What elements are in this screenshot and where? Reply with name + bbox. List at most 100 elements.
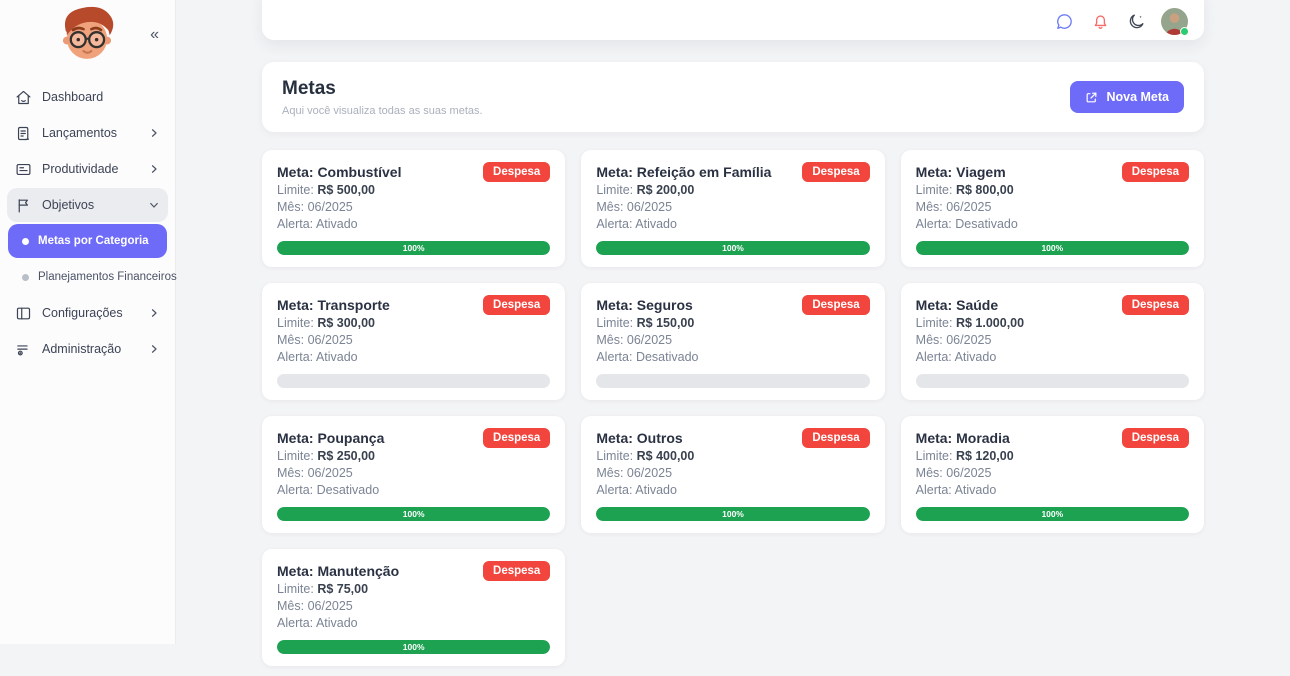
goal-card: Meta: Seguros Despesa Limite: R$ 150,00 Mês…	[581, 283, 885, 400]
goal-card: Meta: Refeição em Família Despesa Limite: …	[581, 150, 885, 267]
progress-bar	[596, 374, 870, 388]
progress-bar: 100%	[915, 241, 1189, 255]
goal-month: Mês: 06/2025	[596, 466, 673, 480]
goal-alert: Alerta: Ativado	[915, 483, 997, 497]
sidebar-item-objetivos[interactable]: Objetivos	[7, 188, 168, 222]
goal-limit: Limite: R$ 400,00	[596, 449, 695, 463]
sidebar-item-metas-por-categoria[interactable]: Metas por Categoria	[8, 224, 167, 258]
moon-icon[interactable]	[1127, 12, 1146, 31]
goal-month: Mês: 06/2025	[277, 466, 353, 480]
goal-limit: Limite: R$ 1.000,00	[915, 316, 1025, 330]
progress-fill: 100%	[596, 241, 870, 255]
progress-bar: 100%	[596, 241, 870, 255]
chevron-right-icon	[148, 307, 160, 319]
goal-limit: Limite: R$ 120,00	[915, 449, 1014, 463]
home-icon	[15, 89, 32, 106]
sidebar-item-administracao[interactable]: Administração	[7, 332, 168, 366]
admin-icon	[15, 341, 32, 358]
topbar	[262, 0, 1204, 40]
bullet-dot-icon	[22, 273, 29, 281]
goals-grid: Meta: Combustível Despesa Limite: R$ 500,0…	[262, 150, 1204, 676]
goal-alert: Alerta: Ativado	[915, 350, 997, 364]
goal-card: Meta: Saúde Despesa Limite: R$ 1.000,00 Mês…	[900, 283, 1204, 400]
chevron-right-icon	[148, 343, 160, 355]
document-icon	[15, 125, 32, 142]
goal-alert: Alerta: Ativado	[596, 483, 677, 497]
bell-icon[interactable]	[1091, 12, 1110, 31]
goal-title: Meta: Seguros	[596, 297, 693, 313]
goal-title: Meta: Moradia	[915, 430, 1010, 446]
page-header: Metas Aqui você visualiza todas as suas …	[262, 62, 1204, 132]
page-title: Metas	[282, 77, 336, 99]
goal-card: Meta: Viagem Despesa Limite: R$ 800,00 Mês:…	[900, 150, 1204, 267]
goal-title: Meta: Refeição em Família	[596, 164, 772, 180]
new-goal-button[interactable]: Nova Meta	[1070, 81, 1184, 113]
sidebar-item-label: Dashboard	[42, 90, 104, 104]
goal-card: Meta: Transporte Despesa Limite: R$ 300,00…	[262, 283, 566, 400]
goal-month: Mês: 06/2025	[277, 599, 353, 613]
progress-fill: 100%	[277, 640, 551, 654]
chevron-right-icon	[148, 163, 160, 175]
flag-icon	[15, 197, 32, 214]
progress-bar	[915, 374, 1189, 388]
goal-month: Mês: 06/2025	[277, 333, 353, 347]
bullet-dot-icon	[22, 237, 29, 245]
card-icon	[15, 161, 32, 178]
goal-title: Meta: Viagem	[915, 164, 1006, 180]
goal-card: Meta: Manutenção Despesa Limite: R$ 75,00 M…	[262, 549, 566, 666]
sidebar-item-label: Lançamentos	[42, 126, 118, 140]
sidebar-item-dashboard[interactable]: Dashboard	[7, 80, 168, 114]
expense-badge: Despesa	[1121, 162, 1189, 182]
goal-limit: Limite: R$ 200,00	[596, 183, 695, 197]
progress-bar: 100%	[596, 507, 870, 521]
sidebar-item-label: Planejamentos Financeiros	[38, 271, 177, 283]
profile-avatar[interactable]	[1161, 7, 1189, 36]
expense-badge: Despesa	[802, 428, 870, 448]
chevron-right-icon	[148, 127, 160, 139]
page-subtitle: Aqui você visualiza todas as suas metas.	[282, 104, 483, 117]
user-avatar-illustration	[52, 2, 122, 72]
goal-title: Meta: Combustível	[277, 164, 402, 180]
goal-limit: Limite: R$ 300,00	[277, 316, 375, 330]
goal-card: Meta: Outros Despesa Limite: R$ 400,00 Mês:…	[581, 416, 885, 533]
sidebar-item-produtividade[interactable]: Produtividade	[7, 152, 168, 186]
sidebar-collapse-button[interactable]: «	[146, 24, 163, 46]
goal-card: Meta: Combustível Despesa Limite: R$ 500,0…	[262, 150, 566, 267]
goal-month: Mês: 06/2025	[277, 200, 353, 214]
progress-bar: 100%	[277, 640, 551, 654]
goal-month: Mês: 06/2025	[915, 200, 992, 214]
progress-fill: 100%	[277, 507, 551, 521]
goal-alert: Alerta: Ativado	[277, 616, 358, 630]
goal-limit: Limite: R$ 500,00	[277, 183, 375, 197]
sidebar-item-configuracoes[interactable]: Configurações	[7, 296, 168, 330]
online-status-dot	[1180, 26, 1189, 36]
progress-fill: 100%	[915, 241, 1189, 255]
expense-badge: Despesa	[802, 162, 870, 182]
external-square-icon	[1087, 92, 1097, 102]
main-area: Metas Aqui você visualiza todas as suas …	[176, 0, 1290, 666]
expense-badge: Despesa	[483, 162, 551, 182]
goal-title: Meta: Manutenção	[277, 563, 400, 579]
progress-bar: 100%	[277, 507, 551, 521]
sidebar-item-label: Administração	[42, 342, 122, 356]
goal-alert: Alerta: Ativado	[277, 217, 358, 231]
goal-card: Meta: Poupança Despesa Limite: R$ 250,00 Mê…	[262, 416, 566, 533]
chat-icon[interactable]	[1055, 12, 1074, 31]
sidebar-item-label: Produtividade	[42, 162, 119, 176]
sidebar-item-lancamentos[interactable]: Lançamentos	[7, 116, 168, 150]
sidebar-item-label: Metas por Categoria	[38, 235, 149, 247]
goal-limit: Limite: R$ 250,00	[277, 449, 375, 463]
goal-month: Mês: 06/2025	[596, 200, 673, 214]
sidebar-item-planejamentos-financeiros[interactable]: Planejamentos Financeiros	[8, 260, 177, 294]
goal-alert: Alerta: Ativado	[277, 350, 358, 364]
goal-title: Meta: Outros	[596, 430, 683, 446]
sidebar: « Dashboard Lançamentos Produtividade Objet…	[0, 0, 177, 644]
progress-bar	[277, 374, 551, 388]
expense-badge: Despesa	[483, 561, 551, 581]
sidebar-nav: Dashboard Lançamentos Produtividade Objetiv…	[0, 80, 177, 366]
goal-limit: Limite: R$ 150,00	[596, 316, 695, 330]
goal-alert: Alerta: Ativado	[596, 217, 677, 231]
goal-alert: Alerta: Desativado	[915, 217, 1018, 231]
progress-bar: 100%	[277, 241, 551, 255]
expense-badge: Despesa	[483, 295, 551, 315]
